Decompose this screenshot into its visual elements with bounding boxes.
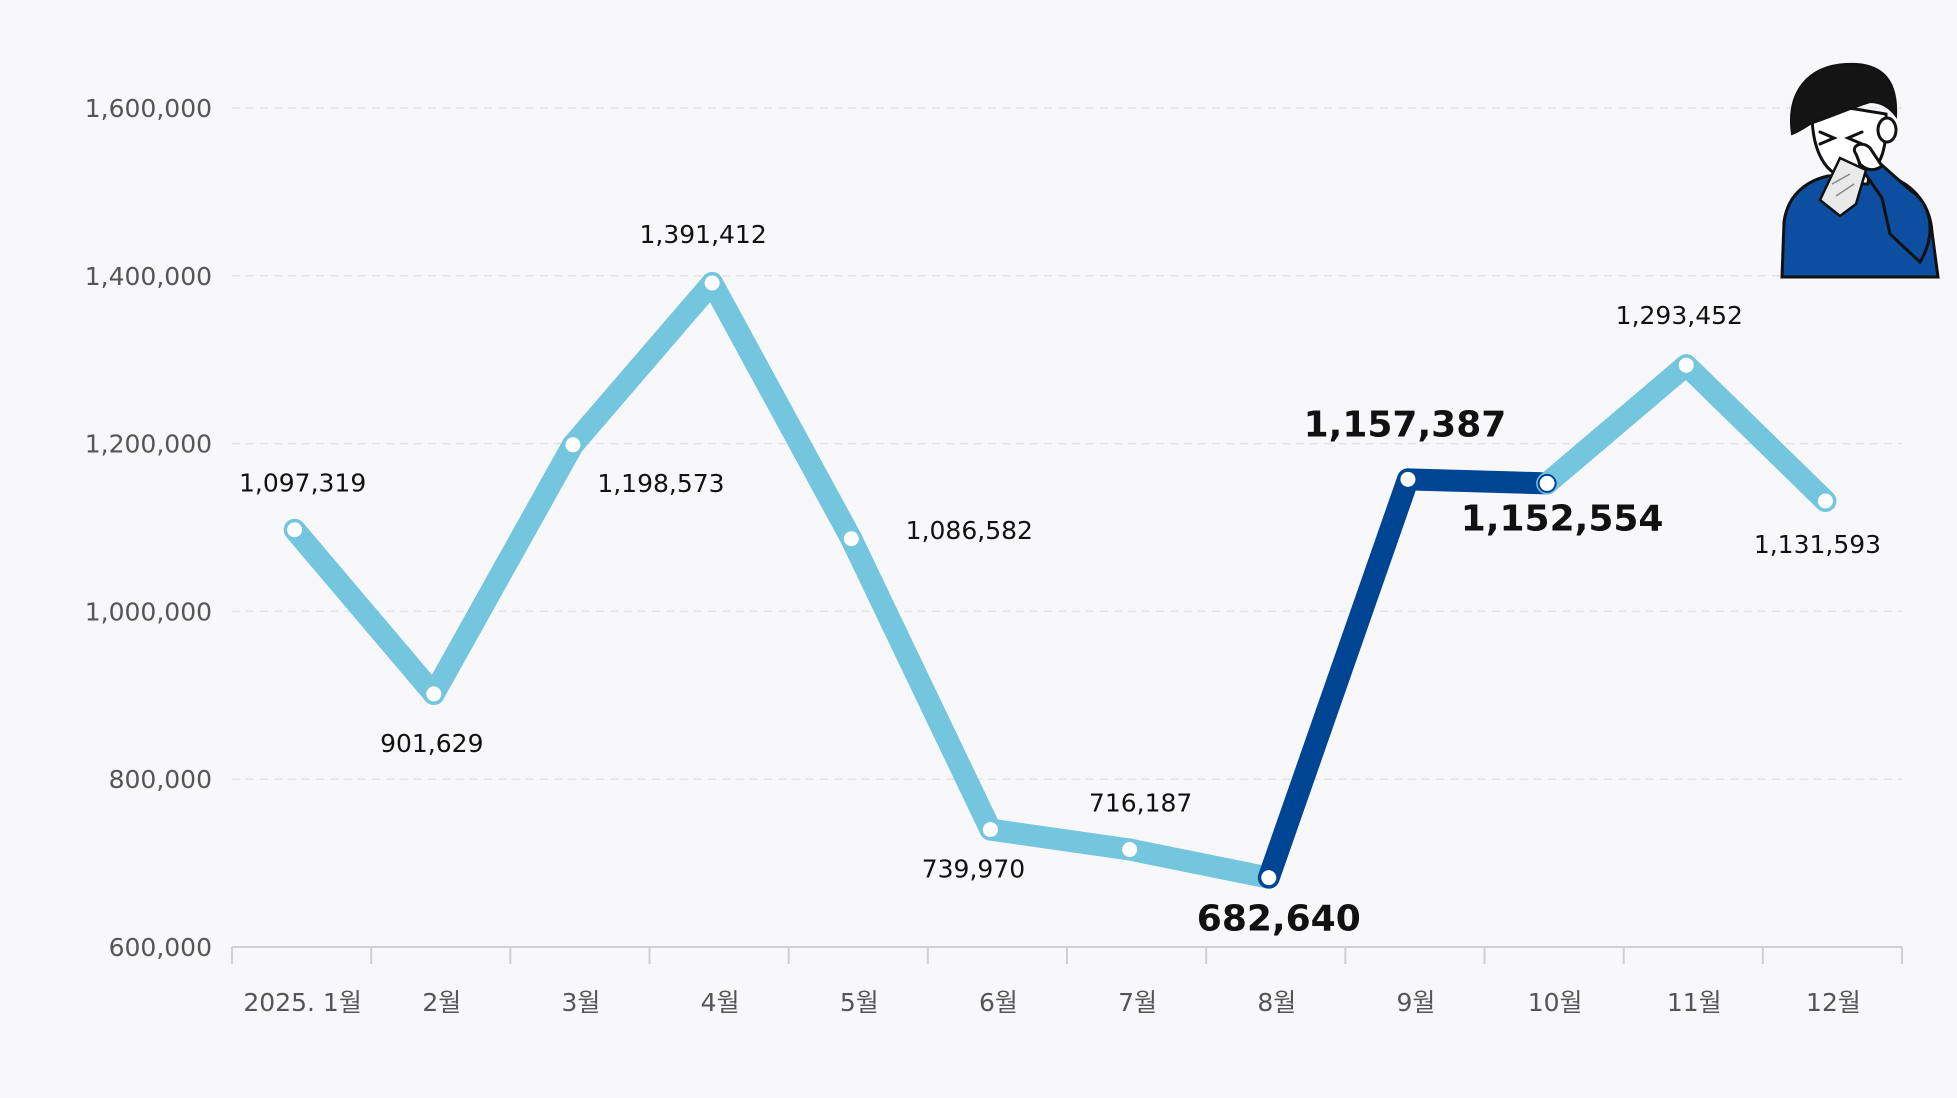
- series-line: [295, 283, 1826, 878]
- data-label: 716,187: [1089, 789, 1192, 818]
- y-tick-label: 1,000,000: [85, 597, 212, 626]
- person-sneezing-icon: [1782, 64, 1938, 277]
- series-segment: [295, 530, 434, 694]
- data-point: [425, 685, 442, 702]
- x-tick-label: 7월: [1118, 988, 1157, 1017]
- data-point: [1678, 357, 1695, 374]
- data-label: 682,640: [1197, 899, 1361, 940]
- data-point: [564, 436, 581, 453]
- data-point: [1539, 475, 1556, 492]
- series-segment: [1130, 850, 1269, 878]
- x-tick-label: 8월: [1257, 988, 1296, 1017]
- y-tick-label: 800,000: [109, 765, 212, 794]
- series-segment: [573, 283, 712, 445]
- data-label: 1,293,452: [1616, 301, 1743, 330]
- data-point: [1399, 471, 1416, 488]
- data-points: [286, 275, 1834, 887]
- x-tick-label: 5월: [840, 988, 879, 1017]
- x-tick-label: 2025. 1월: [243, 988, 361, 1017]
- data-point: [1817, 492, 1834, 509]
- series-segment: [1547, 365, 1686, 483]
- data-point: [1260, 869, 1277, 886]
- data-label: 1,152,554: [1461, 498, 1664, 539]
- series-segment: [1686, 365, 1825, 501]
- data-label: 1,157,387: [1304, 404, 1507, 445]
- series-segment-highlight: [1269, 479, 1408, 877]
- series-segment-highlight: [1408, 479, 1547, 483]
- series-segment: [712, 283, 851, 539]
- data-label: 1,097,319: [239, 469, 366, 498]
- data-point: [1121, 841, 1138, 858]
- y-tick-label: 1,200,000: [85, 430, 212, 459]
- x-tick-label: 6월: [979, 988, 1018, 1017]
- data-point: [982, 821, 999, 838]
- x-tick-label: 4월: [701, 988, 740, 1017]
- data-label: 1,086,582: [906, 516, 1033, 545]
- data-point: [704, 275, 721, 292]
- data-label: 1,198,573: [597, 469, 724, 498]
- series-segment: [990, 830, 1129, 850]
- grid-lines: [232, 108, 1902, 779]
- x-axis-ticks: 2025. 1월 2월 3월 4월 5월 6월 7월 8월 9월 10월 11월 12월: [243, 988, 1860, 1017]
- x-tick-label: 9월: [1397, 988, 1436, 1017]
- series-segment: [434, 445, 573, 694]
- y-axis-ticks: 600,000 800,000 1,000,000 1,200,000 1,400,00…: [85, 94, 212, 962]
- data-label: 739,970: [922, 855, 1025, 884]
- y-tick-label: 1,600,000: [85, 94, 212, 123]
- x-tick-label: 2월: [422, 988, 461, 1017]
- data-label: 901,629: [380, 729, 483, 758]
- series-segment: [851, 539, 990, 830]
- x-tick-label: 3월: [562, 988, 601, 1017]
- y-tick-label: 1,400,000: [85, 262, 212, 291]
- x-axis: [232, 947, 1902, 964]
- x-tick-label: 11월: [1667, 988, 1722, 1017]
- data-label: 1,391,412: [640, 220, 767, 249]
- x-tick-label: 10월: [1528, 988, 1583, 1017]
- data-point: [843, 530, 860, 547]
- data-point: [286, 521, 303, 538]
- x-tick-label: 12월: [1806, 988, 1861, 1017]
- y-tick-label: 600,000: [109, 933, 212, 962]
- data-label: 1,131,593: [1754, 530, 1881, 559]
